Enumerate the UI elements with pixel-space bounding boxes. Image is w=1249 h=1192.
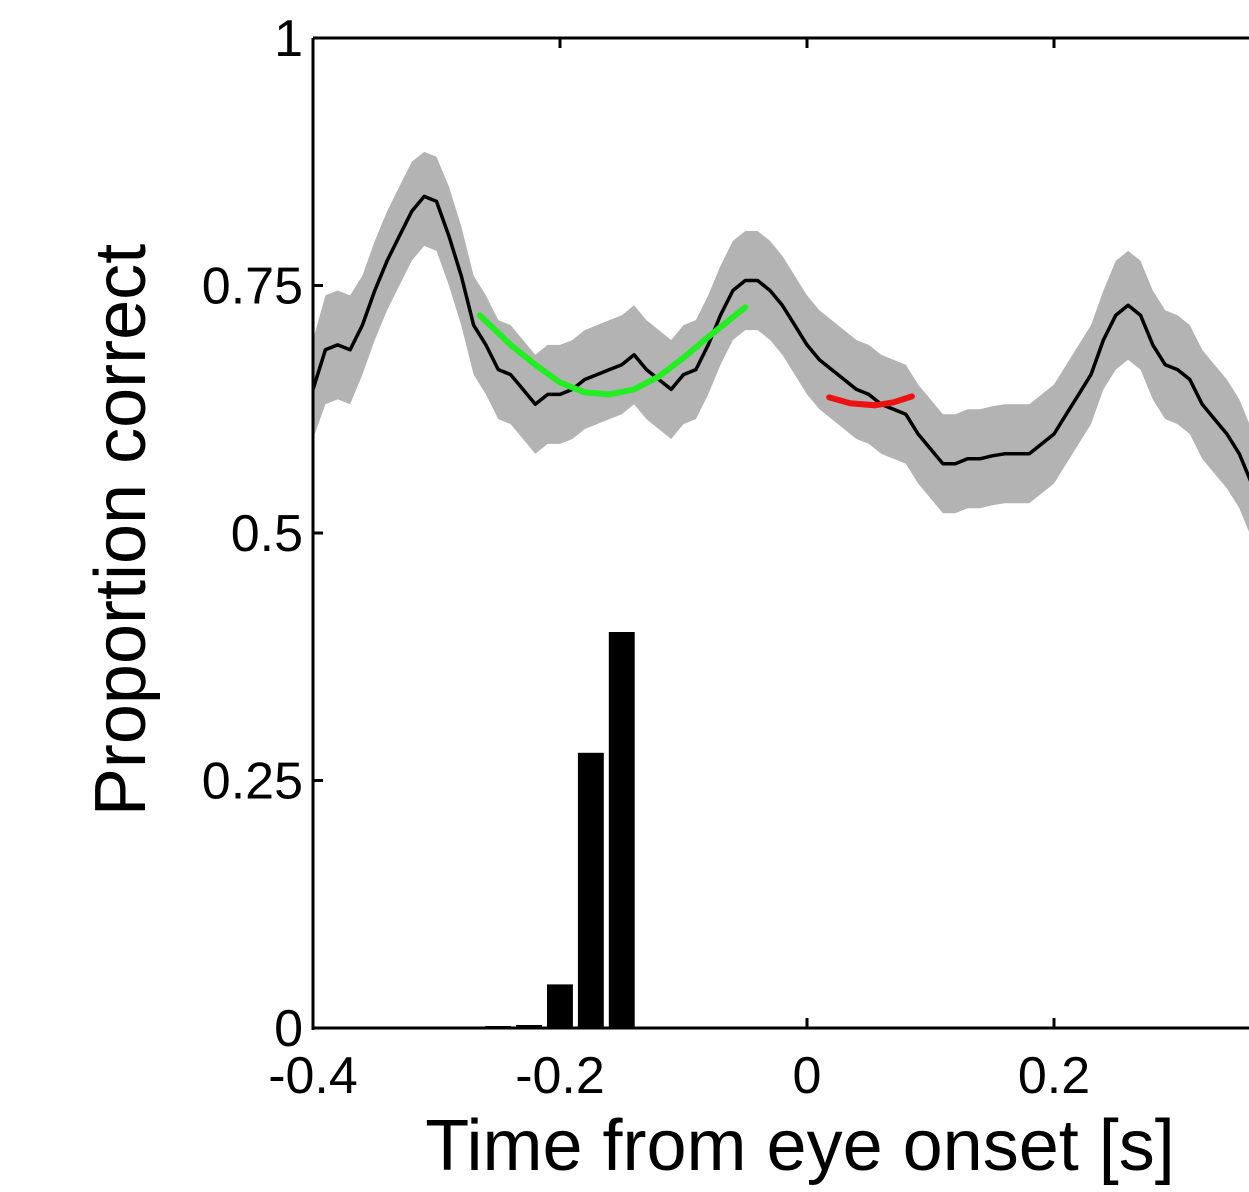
fit-curve-green [476, 304, 749, 398]
y-ticks: 0 0.25 0.5 0.75 1 [202, 10, 323, 1058]
x-axis-title: Time from eye onset [s] [425, 1106, 1175, 1186]
x-tick-label: -0.2 [515, 1047, 605, 1105]
fit-curve-red [826, 393, 915, 409]
x-ticks: -0.4 -0.2 0 0.2 [268, 38, 1090, 1105]
plot-area [311, 151, 1249, 1029]
confidence-band [313, 151, 1249, 532]
y-tick-label: 1 [274, 10, 303, 68]
axes: -0.4 -0.2 0 0.2 0 0.25 0.5 0.75 1 [202, 10, 1249, 1105]
histogram [485, 632, 666, 1029]
mean-line [311, 194, 1249, 482]
x-tick-label: 0.2 [1018, 1047, 1090, 1105]
fit-curves [476, 304, 915, 409]
histogram-bar [577, 752, 604, 1028]
y-tick-label: 0.75 [202, 258, 303, 316]
y-tick-label: 0.5 [231, 505, 303, 563]
y-tick-label: 0.25 [202, 753, 303, 811]
histogram-bar [608, 632, 635, 1028]
y-axis-title: Proportion correct [81, 244, 161, 816]
x-tick-label: 0 [793, 1047, 822, 1105]
x-tick-label: -0.4 [268, 1047, 358, 1105]
y-tick-label: 0 [274, 1000, 303, 1058]
